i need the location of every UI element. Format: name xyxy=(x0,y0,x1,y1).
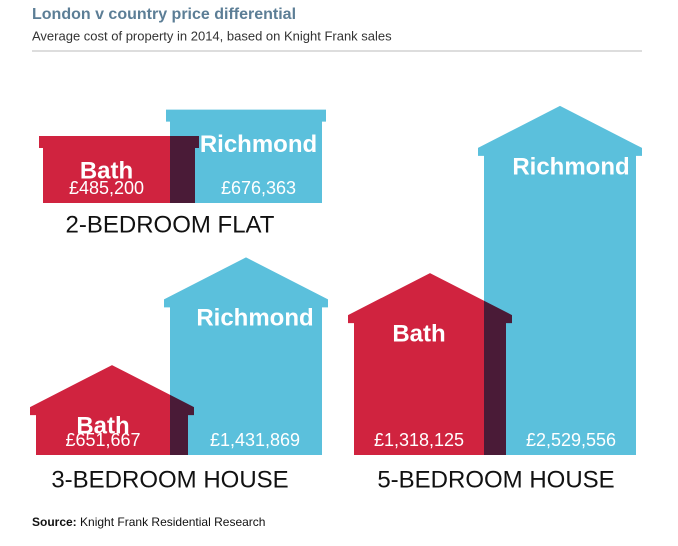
panel-title: 5-BEDROOM HOUSE xyxy=(377,466,614,493)
house xyxy=(348,273,512,455)
value-label: £676,363 xyxy=(221,178,296,198)
source: Source: Knight Frank Residential Researc… xyxy=(32,515,265,529)
subtitle: Average cost of property in 2014, based … xyxy=(32,28,392,43)
value-label: £2,529,556 xyxy=(526,430,616,450)
house-name: Bath xyxy=(76,412,129,439)
house-name: Bath xyxy=(392,320,445,347)
house-name: Richmond xyxy=(196,305,313,332)
house xyxy=(164,257,328,455)
house-name: Bath xyxy=(80,157,133,184)
source-text: Knight Frank Residential Research xyxy=(80,515,265,529)
house xyxy=(39,136,199,203)
title: London v country price differential xyxy=(32,6,296,23)
value-label: £485,200 xyxy=(69,178,144,198)
house xyxy=(166,109,326,203)
panel-title: 3-BEDROOM HOUSE xyxy=(51,466,288,493)
house xyxy=(478,105,642,456)
value-label: £1,431,869 xyxy=(210,430,300,450)
house-name: Richmond xyxy=(200,131,317,158)
house-name: Richmond xyxy=(512,153,629,180)
value-label: £651,667 xyxy=(65,430,140,450)
house xyxy=(30,365,194,455)
value-label: £1,318,125 xyxy=(374,430,464,450)
source-label: Source: xyxy=(32,515,77,529)
panel-title: 2-BEDROOM FLAT xyxy=(66,211,275,238)
